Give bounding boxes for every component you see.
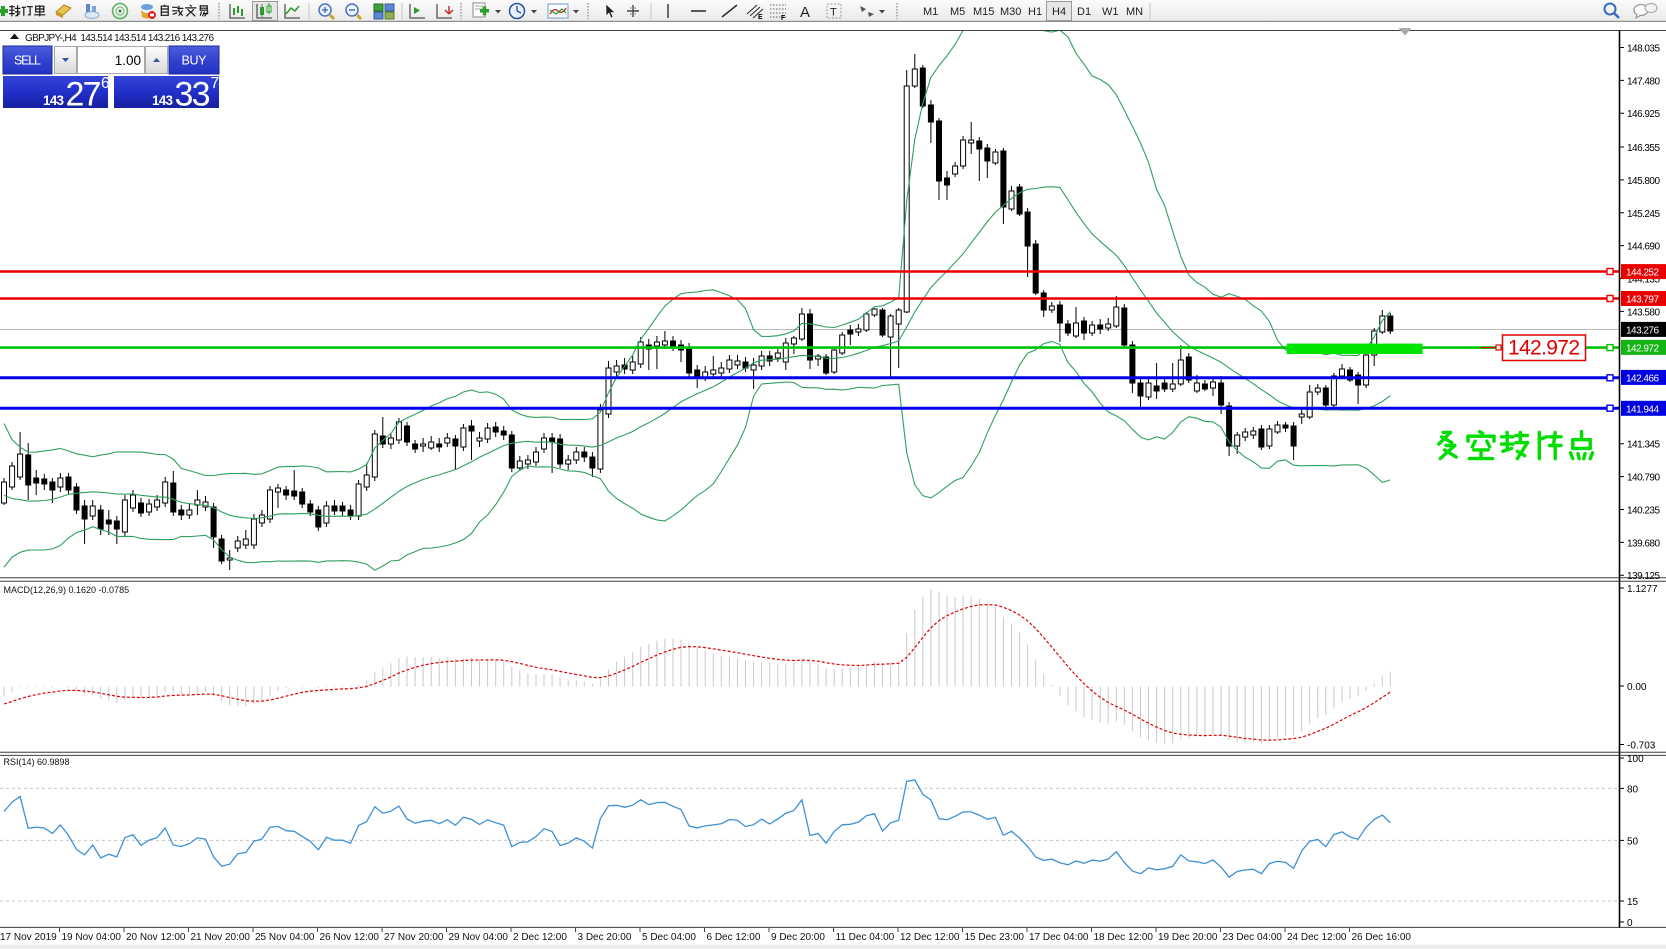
svg-text:148.035: 148.035 [1627,44,1660,55]
svg-text:29 Nov 04:00: 29 Nov 04:00 [449,932,509,943]
svg-text:3 Dec 20:00: 3 Dec 20:00 [578,932,632,943]
svg-text:6: 6 [101,75,110,92]
svg-text:142.466: 142.466 [1626,373,1659,384]
svg-text:80: 80 [1627,784,1639,795]
svg-text:143.797: 143.797 [1626,295,1659,306]
svg-text:W1: W1 [1102,6,1119,18]
svg-text:9 Dec 20:00: 9 Dec 20:00 [771,932,825,943]
svg-text:146.925: 146.925 [1627,109,1660,120]
svg-text:140.235: 140.235 [1627,506,1660,517]
svg-text:7: 7 [211,75,220,92]
svg-text:24 Dec 12:00: 24 Dec 12:00 [1287,932,1347,943]
svg-text:144.690: 144.690 [1627,242,1660,253]
svg-text:19 Nov 04:00: 19 Nov 04:00 [62,932,122,943]
svg-text:142.972: 142.972 [1626,343,1659,354]
svg-text:15 Dec 23:00: 15 Dec 23:00 [965,932,1025,943]
svg-text:11 Dec 04:00: 11 Dec 04:00 [836,932,895,943]
svg-text:144.135: 144.135 [1627,275,1660,286]
svg-text:F: F [781,15,786,22]
svg-text:26 Dec 16:00: 26 Dec 16:00 [1352,932,1412,943]
svg-text:141.944: 141.944 [1626,404,1659,415]
svg-text:M15: M15 [973,6,994,18]
svg-text:144.252: 144.252 [1626,268,1659,279]
svg-text:140.790: 140.790 [1627,473,1660,484]
svg-text:27: 27 [66,76,102,114]
svg-text:15: 15 [1627,897,1639,908]
svg-text:M1: M1 [923,6,938,18]
svg-text:0.00: 0.00 [1627,682,1647,693]
svg-text:17 Nov 2019: 17 Nov 2019 [0,932,57,943]
svg-text:T: T [830,7,837,19]
svg-text:143: 143 [43,93,64,108]
svg-text:-0.703: -0.703 [1627,741,1656,752]
svg-text:100: 100 [1627,754,1644,765]
svg-text:19 Dec 20:00: 19 Dec 20:00 [1158,932,1218,943]
svg-text:2 Dec 12:00: 2 Dec 12:00 [513,932,567,943]
svg-text:GBPJPY-,H4 143.514 143.514 14: GBPJPY-,H4 143.514 143.514 143.216 143.2… [25,33,214,44]
svg-text:17 Dec 04:00: 17 Dec 04:00 [1029,932,1089,943]
svg-text:MACD(12,26,9) 0.1620 -0.0785: MACD(12,26,9) 0.1620 -0.0785 [4,585,130,595]
svg-text:145.800: 145.800 [1627,176,1660,187]
svg-text:1.1277: 1.1277 [1627,584,1658,595]
svg-text:A: A [800,4,810,21]
svg-text:MN: MN [1126,6,1143,18]
svg-text:1.00: 1.00 [115,53,141,68]
svg-text:21 Nov 20:00: 21 Nov 20:00 [191,932,251,943]
svg-text:12 Dec 12:00: 12 Dec 12:00 [900,932,960,943]
svg-text:50: 50 [1627,836,1639,847]
svg-text:143.580: 143.580 [1627,307,1660,318]
svg-text:RSI(14) 60.9898: RSI(14) 60.9898 [4,757,70,767]
svg-text:143: 143 [152,93,173,108]
svg-text:H1: H1 [1028,6,1042,18]
svg-text:139.680: 139.680 [1627,538,1660,549]
svg-text:D1: D1 [1077,6,1091,18]
svg-text:141.345: 141.345 [1627,440,1660,451]
svg-text:143.276: 143.276 [1626,325,1659,336]
svg-text:5 Dec 04:00: 5 Dec 04:00 [642,932,696,943]
svg-text:18 Dec 12:00: 18 Dec 12:00 [1094,932,1154,943]
svg-text:E: E [758,14,763,21]
svg-text:26 Nov 12:00: 26 Nov 12:00 [320,932,380,943]
svg-text:6 Dec 12:00: 6 Dec 12:00 [707,932,761,943]
svg-text:27 Nov 20:00: 27 Nov 20:00 [384,932,444,943]
svg-text:20 Nov 12:00: 20 Nov 12:00 [126,932,186,943]
svg-text:M30: M30 [1000,6,1021,18]
svg-text:SELL: SELL [14,54,41,68]
svg-text:0: 0 [1627,918,1633,929]
svg-text:H4: H4 [1052,6,1066,18]
svg-text:BUY: BUY [182,54,208,68]
svg-text:25 Nov 04:00: 25 Nov 04:00 [255,932,315,943]
svg-text:147.480: 147.480 [1627,76,1660,87]
svg-text:139.125: 139.125 [1627,571,1660,582]
svg-text:145.245: 145.245 [1627,209,1660,220]
svg-text:33: 33 [175,76,211,114]
svg-text:23 Dec 04:00: 23 Dec 04:00 [1223,932,1283,943]
svg-text:146.355: 146.355 [1627,143,1660,154]
svg-text:M5: M5 [950,6,965,18]
svg-text:142.972: 142.972 [1508,337,1580,360]
